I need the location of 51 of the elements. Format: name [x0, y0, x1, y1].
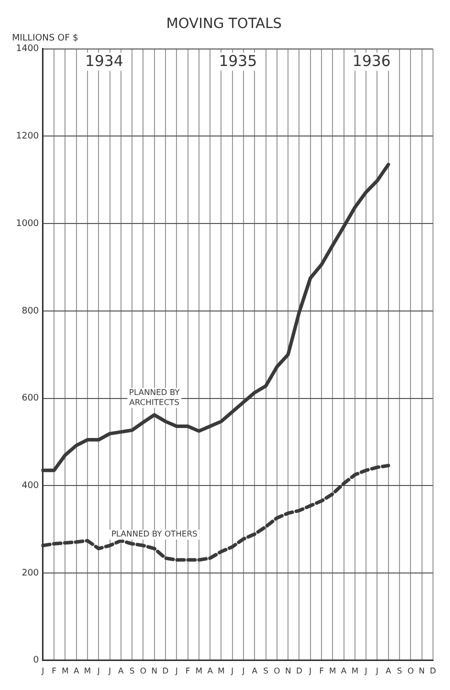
x-tick-label: M	[351, 666, 358, 676]
x-tick-label: A	[207, 666, 214, 676]
y-tick-label: 1200	[16, 132, 40, 142]
x-tick-label: A	[341, 666, 348, 676]
x-tick-label: J	[108, 666, 111, 676]
x-tick-label: S	[396, 666, 402, 676]
y-tick-label: 200	[22, 568, 40, 578]
x-tick-label: J	[230, 666, 234, 676]
x-tick-label: J	[375, 666, 378, 676]
y-axis-title: MILLIONS OF $	[12, 34, 78, 44]
x-tick-label: O	[407, 666, 414, 676]
x-tick-label: F	[319, 666, 324, 676]
x-tick-label: D	[296, 666, 302, 676]
x-tick-label: A	[74, 666, 80, 676]
x-tick-label: N	[418, 666, 425, 676]
x-tick-label: J	[241, 666, 245, 676]
series-label: PLANNED BY OTHERS	[111, 530, 198, 539]
annotation: 1936	[352, 52, 391, 70]
x-tick-label: F	[52, 666, 57, 676]
x-tick-label: D	[162, 666, 169, 676]
x-tick-label: J	[308, 666, 312, 676]
x-tick-label: A	[386, 666, 392, 676]
x-tick-label: M	[218, 666, 225, 676]
x-tick-label: J	[364, 666, 368, 676]
x-tick-label: F	[185, 666, 190, 676]
chart-title: MOVING TOTALS	[166, 16, 282, 32]
text: PLANNED BY ARCHITECTS	[129, 388, 180, 407]
x-tick-label: M	[62, 666, 69, 676]
y-tick-label: 600	[22, 394, 40, 404]
annotation: 1935	[218, 52, 258, 70]
y-tick-label: 1000	[16, 218, 40, 229]
x-tick-label: M	[195, 666, 202, 676]
x-tick-label: M	[84, 666, 92, 676]
annotation: 1934	[85, 52, 124, 70]
x-tick-label: M	[329, 666, 336, 676]
x-tick-label: S	[263, 666, 268, 676]
x-tick-label: O	[140, 666, 146, 676]
y-tick-label: 400	[22, 481, 40, 491]
y-tick-label: 0	[33, 656, 40, 666]
x-tick-label: N	[151, 666, 158, 676]
x-tick-label: N	[285, 666, 292, 676]
x-tick-label: J	[40, 666, 44, 676]
x-tick-label: O	[274, 666, 280, 676]
x-tick-label: A	[118, 666, 124, 676]
x-tick-label: S	[130, 666, 135, 676]
x-tick-label: A	[252, 666, 258, 676]
x-tick-label: J	[174, 666, 178, 676]
y-tick-label: 800	[22, 306, 40, 316]
x-tick-label: J	[96, 666, 100, 676]
y-tick-label: 1400	[16, 44, 40, 54]
x-tick-label: D	[430, 666, 436, 676]
